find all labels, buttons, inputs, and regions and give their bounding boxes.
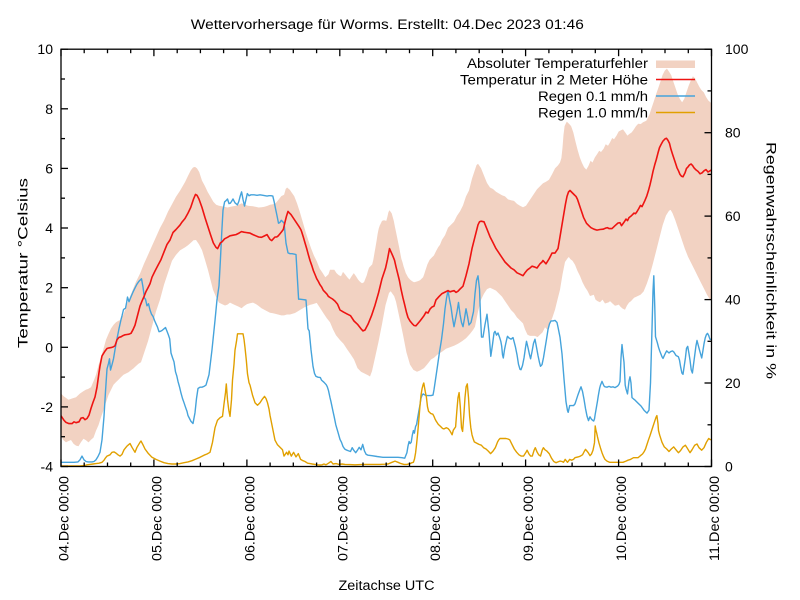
svg-text:4: 4 [45,220,53,236]
svg-text:Wettervorhersage für Worms. Er: Wettervorhersage für Worms. Erstellt: 04… [191,17,584,32]
svg-text:10.Dec 00:00: 10.Dec 00:00 [613,476,629,561]
svg-text:-4: -4 [41,459,54,475]
svg-text:0: 0 [45,339,53,355]
svg-text:11.Dec 00:00: 11.Dec 00:00 [706,476,722,561]
svg-text:60: 60 [725,208,741,224]
svg-text:06.Dec 00:00: 06.Dec 00:00 [241,476,257,561]
svg-text:6: 6 [45,160,53,176]
svg-text:Absoluter Temperaturfehler: Absoluter Temperaturfehler [467,56,649,71]
svg-text:40: 40 [725,292,741,308]
svg-text:20: 20 [725,375,741,391]
svg-text:Temperatur °Celsius: Temperatur °Celsius [16,178,31,348]
svg-text:Temperatur in 2 Meter Höhe: Temperatur in 2 Meter Höhe [460,73,648,88]
svg-text:Regenwahrscheinlichkeit in %: Regenwahrscheinlichkeit in % [764,142,779,379]
svg-text:08.Dec 00:00: 08.Dec 00:00 [427,476,443,561]
svg-text:100: 100 [725,41,749,57]
svg-text:80: 80 [725,125,741,141]
svg-text:Regen 0.1 mm/h: Regen 0.1 mm/h [538,89,648,104]
svg-text:Regen 1.0 mm/h: Regen 1.0 mm/h [538,106,648,121]
svg-text:-2: -2 [41,399,54,415]
svg-text:07.Dec 00:00: 07.Dec 00:00 [334,476,350,561]
svg-text:8: 8 [45,101,53,117]
svg-text:04.Dec 00:00: 04.Dec 00:00 [56,476,72,561]
svg-text:09.Dec 00:00: 09.Dec 00:00 [520,476,536,561]
svg-text:Zeitachse UTC: Zeitachse UTC [339,578,435,593]
svg-text:10: 10 [37,41,53,57]
svg-text:05.Dec 00:00: 05.Dec 00:00 [148,476,164,561]
svg-text:0: 0 [725,459,733,475]
svg-text:2: 2 [45,280,53,296]
